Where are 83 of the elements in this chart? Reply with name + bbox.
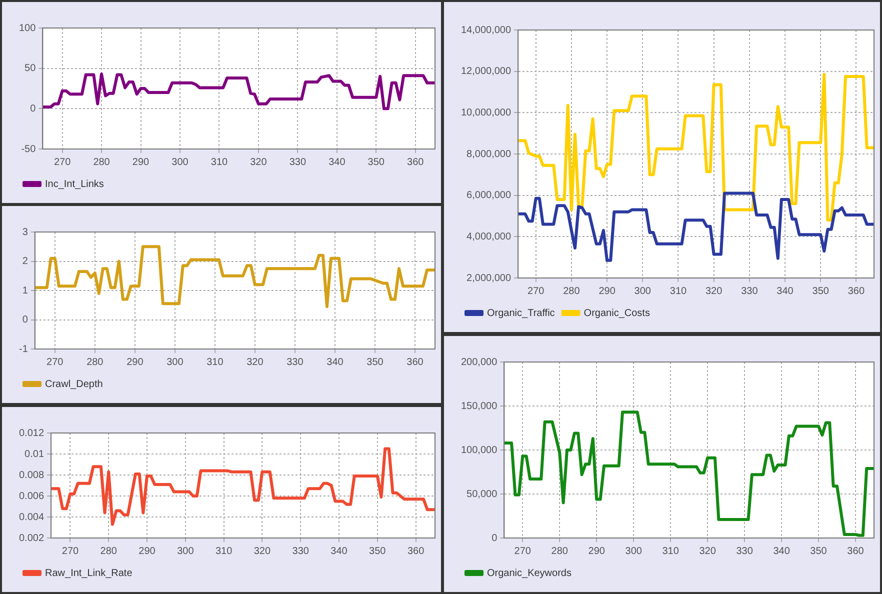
x-tick-label: 310: [215, 546, 233, 557]
x-tick-label: 310: [210, 156, 228, 168]
x-tick-label: 350: [810, 546, 828, 557]
x-tick-label: 320: [246, 356, 264, 368]
y-tick-label: 50: [24, 63, 36, 74]
y-tick-label: 100,000: [460, 444, 498, 456]
x-tick-label: 320: [705, 286, 723, 297]
x-tick-label: 290: [588, 546, 606, 557]
y-tick-label: 0: [492, 532, 498, 544]
y-tick-label: 1: [22, 285, 28, 296]
legend-label: Raw_Int_Link_Rate: [45, 568, 133, 579]
x-tick-label: 290: [598, 286, 616, 297]
x-tick-label: 270: [46, 356, 64, 368]
y-tick-label: 50,000: [466, 488, 498, 500]
x-tick-label: 320: [699, 546, 716, 557]
y-tick-label: 3: [22, 226, 28, 238]
legend-label: Inc_Int_Links: [45, 178, 104, 190]
y-tick-label: 0.01: [24, 448, 44, 460]
x-tick-label: 280: [100, 546, 118, 557]
y-tick-label: -50: [21, 144, 36, 155]
x-tick-label: 330: [741, 286, 758, 297]
y-tick-label: 12,000,000: [460, 66, 512, 78]
x-tick-label: 340: [328, 156, 346, 168]
x-tick-label: 340: [776, 286, 794, 297]
y-tick-label: -1: [18, 344, 28, 355]
x-tick-label: 330: [292, 546, 310, 557]
x-tick-label: 360: [407, 156, 424, 168]
x-tick-label: 350: [366, 356, 384, 368]
y-tick-label: 200,000: [460, 356, 498, 368]
x-tick-label: 360: [406, 356, 424, 368]
x-tick-label: 270: [528, 286, 545, 297]
y-tick-label: 4,000,000: [466, 231, 512, 242]
x-tick-label: 340: [326, 356, 344, 368]
x-tick-label: 290: [126, 356, 144, 368]
x-tick-label: 270: [54, 156, 72, 168]
legend-label: Organic_Costs: [584, 308, 650, 319]
x-tick-label: 360: [407, 546, 425, 557]
x-tick-label: 300: [177, 546, 194, 557]
x-tick-label: 300: [634, 286, 652, 297]
x-tick-label: 270: [514, 546, 532, 557]
y-tick-label: 6,000,000: [466, 190, 512, 202]
y-tick-label: 0.006: [18, 490, 44, 502]
y-tick-label: 14,000,000: [460, 24, 512, 36]
y-tick-label: 2,000,000: [466, 272, 512, 284]
x-tick-label: 360: [848, 286, 865, 297]
y-tick-label: 0.002: [18, 532, 44, 544]
x-tick-label: 310: [670, 286, 688, 297]
x-tick-label: 330: [736, 546, 754, 557]
x-tick-label: 280: [551, 546, 568, 557]
x-tick-label: 350: [369, 546, 386, 557]
y-tick-label: 100: [18, 22, 36, 34]
x-tick-label: 270: [62, 546, 79, 557]
legend-label: Crawl_Depth: [45, 378, 103, 390]
x-tick-label: 330: [289, 156, 306, 168]
y-tick-label: 0.012: [18, 428, 44, 439]
x-tick-label: 330: [286, 356, 304, 368]
x-tick-label: 290: [132, 156, 150, 168]
x-tick-label: 280: [86, 356, 104, 368]
x-tick-label: 350: [368, 156, 385, 168]
x-tick-label: 340: [773, 546, 790, 557]
y-tick-label: 10,000,000: [460, 107, 512, 118]
x-tick-label: 320: [254, 546, 271, 557]
x-tick-label: 290: [138, 546, 156, 557]
x-tick-label: 300: [172, 156, 189, 168]
y-tick-label: 8,000,000: [466, 148, 512, 160]
x-tick-label: 360: [847, 546, 864, 557]
legend-label: Organic_Traffic: [487, 308, 555, 319]
y-tick-label: 150,000: [460, 400, 498, 412]
legend-label: Organic_Keywords: [487, 568, 572, 579]
y-tick-label: 0: [30, 103, 36, 114]
x-tick-label: 310: [206, 356, 224, 368]
x-tick-label: 280: [563, 286, 580, 297]
x-tick-label: 340: [330, 546, 348, 557]
x-tick-label: 310: [662, 546, 680, 557]
y-tick-label: 0: [22, 314, 28, 326]
y-tick-label: 0.008: [18, 470, 44, 481]
x-tick-label: 280: [93, 156, 110, 168]
y-tick-label: 2: [22, 256, 28, 267]
x-tick-label: 350: [812, 286, 830, 297]
x-tick-label: 300: [625, 546, 642, 557]
y-tick-label: 0.004: [18, 512, 44, 523]
x-tick-label: 300: [166, 356, 184, 368]
x-tick-label: 320: [250, 156, 268, 168]
